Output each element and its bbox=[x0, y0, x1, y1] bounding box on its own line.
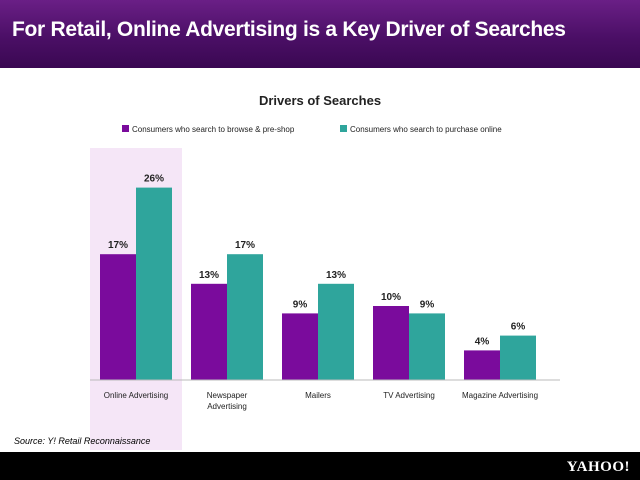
category-label-3: Mailers bbox=[305, 391, 331, 400]
footer-bar: YAHOO! bbox=[0, 452, 640, 480]
category-label-2: Newspaper Advertising bbox=[207, 391, 248, 411]
data-label-2-4: 9% bbox=[420, 299, 435, 310]
bar-2-3 bbox=[318, 283, 354, 380]
bar-1-3 bbox=[282, 313, 318, 380]
data-label-2-5: 6% bbox=[511, 322, 526, 333]
source-note: Source: Y! Retail Reconnaissance bbox=[14, 436, 151, 446]
bar-2-2 bbox=[227, 254, 263, 380]
bar-1-4 bbox=[373, 306, 409, 380]
category-label-4: TV Advertising bbox=[383, 391, 435, 400]
yahoo-logo: YAHOO! bbox=[566, 459, 630, 475]
category-label-5: Magazine Advertising bbox=[462, 391, 538, 400]
legend-swatch-2 bbox=[340, 125, 347, 132]
bar-2-1 bbox=[136, 187, 172, 380]
legend-label-2: Consumers who search to purchase online bbox=[350, 125, 502, 134]
bar-1-1 bbox=[100, 254, 136, 380]
page-title: For Retail, Online Advertising is a Key … bbox=[12, 18, 566, 41]
data-label-2-1: 26% bbox=[144, 174, 164, 185]
data-label-2-3: 13% bbox=[326, 270, 346, 281]
data-label-1-3: 9% bbox=[293, 299, 308, 310]
bar-2-5 bbox=[500, 335, 536, 380]
header-banner: For Retail, Online Advertising is a Key … bbox=[0, 0, 640, 68]
data-label-1-4: 10% bbox=[381, 292, 401, 303]
data-label-2-2: 17% bbox=[235, 240, 255, 251]
data-label-1-5: 4% bbox=[475, 336, 490, 347]
bar-chart: Drivers of Searches Consumers who search … bbox=[90, 93, 560, 450]
chart-title: Drivers of Searches bbox=[259, 93, 381, 108]
bar-1-5 bbox=[464, 350, 500, 380]
bar-1-2 bbox=[191, 283, 227, 380]
legend-label-1: Consumers who search to browse & pre-sho… bbox=[132, 125, 295, 134]
legend-swatch-1 bbox=[122, 125, 129, 132]
category-label-1: Online Advertising bbox=[104, 391, 168, 400]
bar-2-4 bbox=[409, 313, 445, 380]
chart-area: Drivers of Searches Consumers who search … bbox=[0, 68, 640, 450]
data-label-1-2: 13% bbox=[199, 270, 219, 281]
data-label-1-1: 17% bbox=[108, 240, 128, 251]
